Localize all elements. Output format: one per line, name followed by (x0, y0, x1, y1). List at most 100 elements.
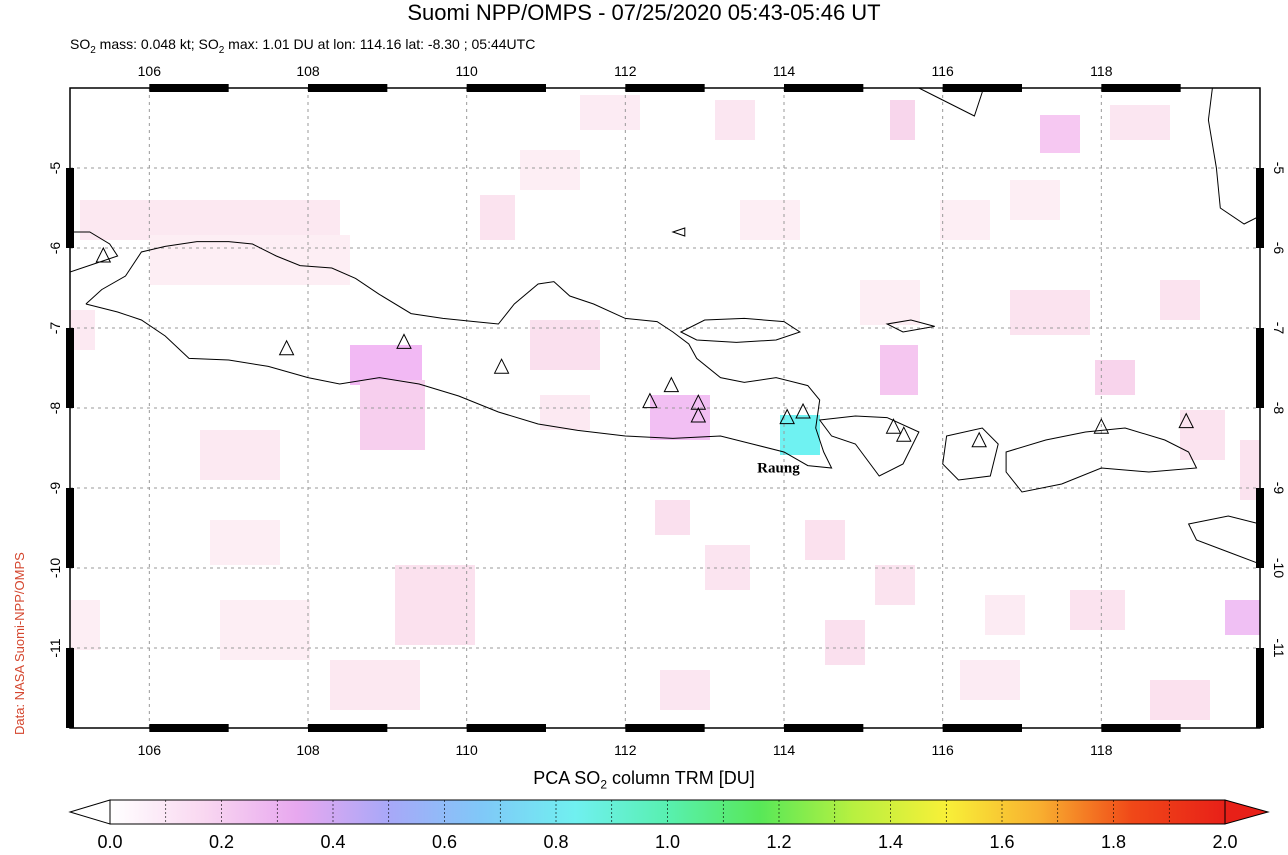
colorbar-tick-label: 2.0 (1212, 832, 1238, 852)
so2-pixel (1225, 600, 1260, 635)
so2-pixel (1040, 115, 1080, 153)
colorbar-tick-label: 0.2 (208, 832, 235, 852)
lombok-coastline (942, 427, 999, 481)
bali-coastline (818, 415, 920, 477)
frame-bar-top (625, 84, 705, 92)
so2-pixel (210, 520, 280, 565)
lon-tick-label-top: 114 (773, 63, 796, 79)
lon-tick-label-bottom: 106 (138, 742, 162, 758)
so2-pixel (1010, 180, 1060, 220)
lon-tick-label-bottom: 110 (456, 742, 479, 758)
colorbar-tick-label: 1.2 (766, 832, 792, 852)
so2-pixel (650, 395, 710, 440)
so2-pixel (805, 520, 845, 560)
volcano-triangle-icon (663, 376, 680, 393)
subtitle-sub2: 2 (218, 44, 225, 56)
so2-pixel (480, 195, 515, 240)
frame-bar-top (149, 84, 229, 92)
so2-pixel (860, 280, 920, 325)
kalimantan-coastline (918, 88, 983, 117)
colorbar-tick-label: 1.0 (654, 832, 681, 852)
colorbar-tick-label: 1.8 (1100, 832, 1127, 852)
cb-title-prefix: PCA SO (533, 768, 601, 788)
madura-coastline (679, 317, 802, 343)
frame-bar-top (308, 84, 388, 92)
frame-bar-bottom (149, 724, 229, 732)
lat-tick-label-left: -8 (47, 402, 63, 415)
so2-pixel (740, 200, 800, 240)
subtitle-rest: max: 1.01 DU at lon: 114.16 lat: -8.30 ;… (224, 36, 536, 52)
volcano-label-raung: Raung (757, 461, 800, 477)
lat-tick-label-right: -7 (1271, 322, 1287, 335)
frame-bar-right (1256, 328, 1264, 408)
so2-pixel (875, 565, 915, 605)
lat-tick-label-left: -9 (47, 482, 63, 495)
so2-pixel (985, 595, 1025, 635)
lon-tick-label-top: 116 (932, 63, 955, 79)
lon-tick-label-bottom: 116 (932, 742, 955, 758)
frame-bar-top (784, 84, 864, 92)
lat-tick-label-left: -11 (47, 638, 63, 657)
frame-bar-bottom (1101, 724, 1181, 732)
colorbar-tick-label: 0.0 (97, 832, 123, 852)
volcano-triangle-icon (278, 339, 295, 356)
sulawesi-coastline (1207, 88, 1260, 225)
so2-pixel (330, 660, 420, 710)
sumba-coastline (1187, 515, 1260, 565)
so2-pixel (520, 150, 580, 190)
colorbar-title: PCA SO2 column TRM [DU] (0, 768, 1288, 792)
so2-pixel (200, 430, 280, 480)
volcano-triangle-icon (1178, 412, 1195, 429)
lon-tick-label-bottom: 108 (296, 742, 320, 758)
map-frame (66, 84, 1264, 732)
volcano-triangle-icon (642, 392, 658, 409)
frame-bar-left (66, 328, 74, 408)
lon-tick-label-top: 118 (1090, 63, 1113, 79)
colorbar-tick-label: 0.6 (431, 832, 458, 852)
frame-bar-right (1256, 168, 1264, 248)
so2-pixel (70, 600, 100, 650)
frame-bar-right (1256, 648, 1264, 728)
map-title: Suomi NPP/OMPS - 07/25/2020 05:43-05:46 … (407, 0, 881, 25)
lat-tick-label-left: -5 (47, 162, 63, 175)
so2-pixel (890, 100, 915, 140)
volcano-triangle-icon (895, 426, 912, 442)
colorbar-high-arrow (1224, 799, 1270, 825)
colorbar (68, 799, 1270, 825)
lon-tick-label-bottom: 112 (614, 742, 637, 758)
so2-pixel (360, 380, 425, 450)
subtitle-prefix: SO (70, 36, 91, 52)
so2-pixel (220, 600, 310, 660)
so2-pixel (395, 565, 475, 645)
frame-bar-top (466, 84, 546, 92)
frame-bar-left (66, 648, 74, 728)
bawean-coastline (671, 227, 686, 237)
colorbar-tick-label: 1.6 (989, 832, 1015, 852)
so2-pixel (880, 345, 918, 395)
so2-pixel (655, 500, 690, 535)
lat-tick-label-left: -6 (47, 242, 63, 255)
frame-bar-bottom (942, 724, 1022, 732)
lat-tick-label-right: -11 (1271, 638, 1287, 657)
coastlines (70, 88, 1260, 565)
lat-tick-label-right: -9 (1271, 482, 1287, 495)
volcano-triangle-icon (95, 246, 112, 263)
lat-lon-grid (70, 88, 1260, 728)
cb-title-rest: column TRM [DU] (607, 768, 755, 788)
so2-pixel (960, 660, 1020, 700)
sumatra-coastline (70, 231, 119, 273)
volcano-markers (95, 246, 1195, 448)
volcano-triangle-icon (779, 408, 795, 425)
lon-tick-label-top: 108 (296, 63, 320, 79)
lat-tick-label-left: -7 (47, 322, 63, 335)
colorbar-tick-label: 0.4 (320, 832, 346, 852)
so2-pixel (580, 95, 640, 130)
frame-bar-right (1256, 488, 1264, 568)
so2-pixel (1180, 410, 1225, 460)
axis-labels: 106 106 108 108 110 110 112 112 114 114 116 116 118 1… (47, 63, 1287, 758)
lat-tick-label-right: -5 (1271, 162, 1287, 175)
so2-pixel (540, 395, 590, 430)
so2-pixel (1110, 105, 1170, 140)
volcano-triangle-icon (971, 431, 987, 448)
